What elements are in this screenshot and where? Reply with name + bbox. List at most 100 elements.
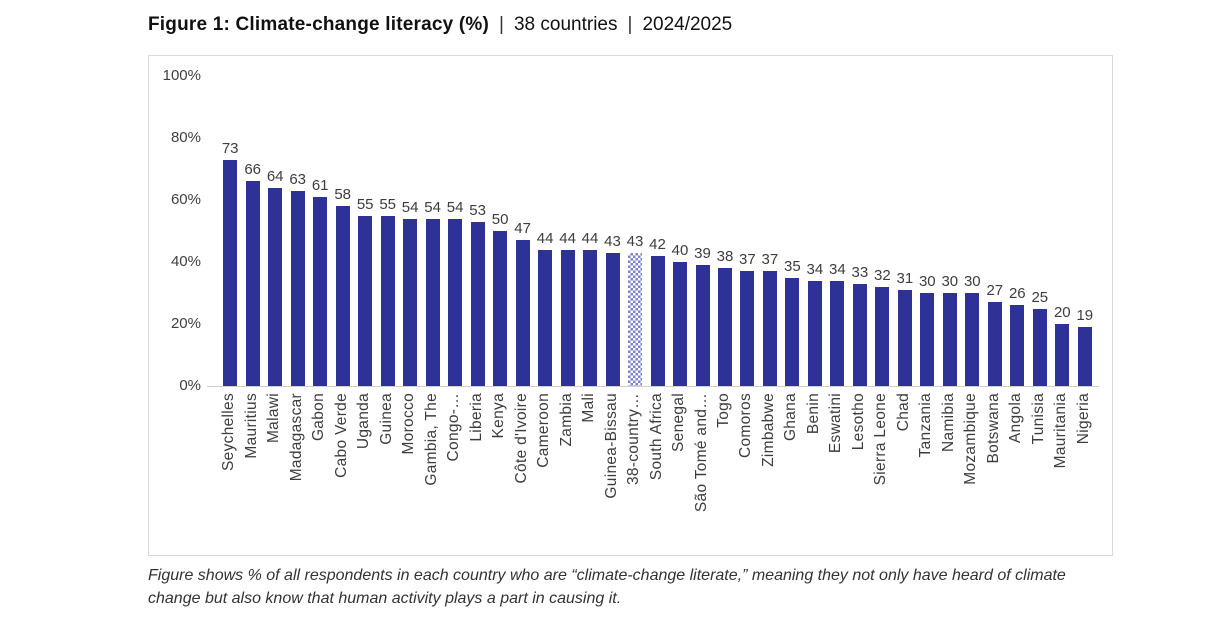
- bar-category-label: Botswana: [984, 393, 1002, 464]
- bar-category-label: Namibia: [939, 393, 957, 452]
- bar-category-label: Guinea: [377, 393, 395, 445]
- bar: [245, 181, 260, 386]
- y-axis-tick-label: 20%: [170, 315, 201, 332]
- y-axis-tick-label: 100%: [162, 67, 201, 84]
- bar-value-label: 19: [1076, 307, 1094, 325]
- bar-category-label: Eswatini: [827, 393, 845, 454]
- bar-category-label: Madagascar: [287, 393, 305, 482]
- y-axis-tick-label: 0%: [179, 377, 201, 394]
- bar-value-label: 26: [1008, 285, 1026, 303]
- bar-category-label: Mali: [580, 393, 597, 423]
- bar-category-label: Chad: [894, 393, 912, 432]
- bar-value-label: 43: [626, 232, 644, 250]
- bar: [762, 271, 777, 386]
- bar-category-label: Côte d'Ivoire: [512, 393, 530, 484]
- figure-footnote: Figure shows % of all respondents in eac…: [148, 567, 1066, 607]
- bar-category-label: Mozambique: [962, 393, 980, 485]
- bar-value-label: 66: [244, 161, 262, 179]
- bar: [650, 255, 665, 386]
- chart-area: 100% 80% 60% 40% 20% 0% 73 Seychelles 66 Mauriti…: [148, 55, 1113, 556]
- bar-category-label: Tanzania: [917, 393, 935, 458]
- bar-category-label: Zambia: [557, 393, 575, 447]
- bar: [875, 286, 890, 386]
- bar-category-label: Guinea-Bissau: [602, 393, 620, 499]
- bar-value-label: 30: [918, 273, 936, 290]
- bar-category-label: Kenya: [490, 393, 508, 439]
- bar: [605, 252, 620, 386]
- bar-value-label: 54: [401, 198, 419, 216]
- bar-category-label: Cabo Verde: [332, 393, 350, 478]
- bar-value-label: 55: [379, 195, 397, 213]
- bar: [830, 280, 845, 386]
- bar-value-label: 34: [806, 260, 824, 278]
- bar: [1055, 324, 1070, 386]
- bar-category-label: Mauritania: [1052, 393, 1070, 469]
- bar-value-label: 44: [581, 229, 599, 247]
- bar: [807, 280, 822, 386]
- bar-category-label: 38-country…: [625, 393, 642, 486]
- y-axis-tick-label: 60%: [170, 191, 201, 208]
- bar-category-label: Gambia, The: [422, 393, 440, 486]
- bar-value-label: 54: [424, 198, 441, 216]
- bar-value-label: 30: [941, 273, 959, 290]
- bar: [852, 283, 867, 386]
- bar-value-label: 53: [469, 201, 486, 219]
- bar: [538, 249, 553, 386]
- bar-category-label: South Africa: [647, 393, 665, 481]
- bar: [560, 249, 575, 386]
- bar-category-label: Sierra Leone: [872, 393, 890, 486]
- bar-value-label: 30: [963, 273, 981, 290]
- bar: [897, 289, 912, 386]
- bar-value-label: 58: [334, 186, 352, 204]
- bar: [448, 218, 463, 386]
- bar-value-label: 37: [761, 251, 779, 269]
- y-axis-tick-label: 40%: [170, 253, 201, 270]
- bar-value-label: 55: [356, 195, 374, 213]
- bar-category-label: Angola: [1007, 393, 1025, 444]
- bar-category-label: Tunisia: [1029, 393, 1047, 445]
- figure-title: Figure 1: Climate-change literacy (%) | 38…: [148, 14, 732, 36]
- bar-category-label: Senegal: [670, 393, 687, 452]
- bar-value-label: 64: [266, 167, 284, 185]
- bar-category-label: Ghana: [782, 393, 800, 442]
- y-axis-tick-label: 80%: [170, 129, 201, 146]
- bar-value-label: 63: [289, 170, 307, 188]
- bar-category-label: Gabon: [310, 393, 328, 442]
- title-separator-2: |: [627, 14, 633, 35]
- bar-category-label: Lesotho: [849, 393, 867, 451]
- x-axis-line: [207, 386, 1099, 387]
- bar: [695, 265, 710, 386]
- bar: [223, 159, 238, 386]
- figure-title-main: Figure 1: Climate-change literacy (%): [148, 14, 490, 35]
- bar: [1077, 327, 1092, 386]
- bar: [740, 271, 755, 386]
- bar: [1032, 308, 1047, 386]
- bar-category-label: Liberia: [467, 393, 485, 442]
- bar-value-label: 33: [851, 263, 869, 281]
- bar: [358, 215, 373, 386]
- bar-value-label: 61: [311, 176, 329, 194]
- bar-value-label: 47: [514, 220, 531, 238]
- bar-value-label: 35: [784, 257, 801, 275]
- bar-category-label: São Tomé and…: [692, 393, 710, 513]
- bar-category-label: Morocco: [400, 393, 418, 455]
- bar-value-label: 43: [604, 232, 621, 250]
- bar: [493, 231, 508, 386]
- bar-value-label: 73: [221, 139, 239, 157]
- bar-category-label: Nigeria: [1074, 393, 1092, 445]
- bar: [673, 262, 687, 386]
- bar: [268, 187, 283, 386]
- bar-category-label: Comoros: [737, 393, 755, 458]
- bar-value-label: 27: [986, 282, 1004, 300]
- bar-value-label: 39: [694, 245, 711, 263]
- bar-value-label: 25: [1031, 288, 1049, 306]
- bar: [335, 206, 350, 386]
- bar-value-label: 42: [649, 235, 666, 253]
- bar: [515, 240, 530, 386]
- bar: [403, 218, 418, 386]
- bar-value-label: 37: [739, 251, 756, 269]
- bar-category-label: Benin: [804, 393, 822, 435]
- bar: [583, 249, 597, 386]
- bar: [425, 218, 440, 386]
- bar-average-patterned: [628, 252, 642, 386]
